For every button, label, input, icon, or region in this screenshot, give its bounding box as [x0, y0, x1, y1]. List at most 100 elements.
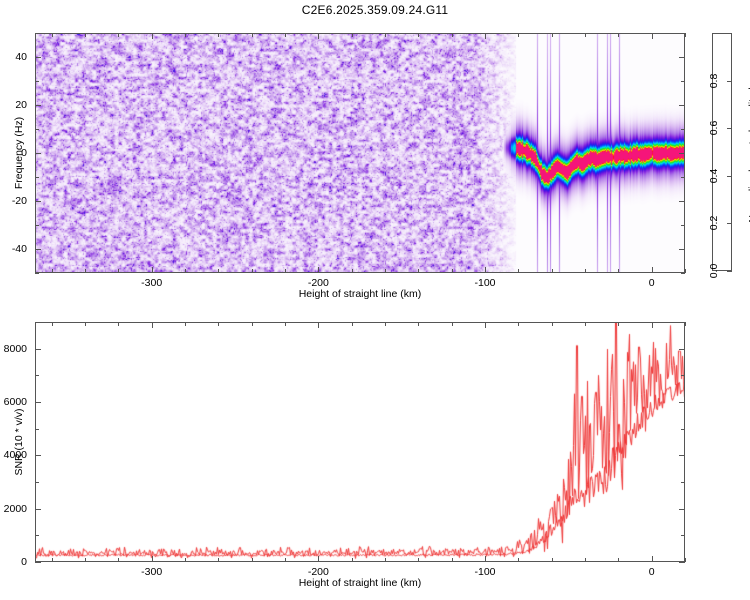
- y-major-tick: [35, 153, 41, 154]
- x-minor-tick: [218, 322, 220, 326]
- colorbar-group: [712, 33, 732, 271]
- x-minor-tick: [451, 33, 453, 37]
- y-minor-tick: [681, 428, 685, 430]
- x-minor-tick: [451, 269, 453, 273]
- x-tick-label: -300: [141, 566, 163, 578]
- x-minor-tick: [51, 33, 53, 37]
- x-minor-tick: [351, 33, 353, 37]
- x-minor-tick: [418, 322, 420, 326]
- x-minor-tick: [685, 269, 686, 273]
- x-minor-tick: [118, 558, 120, 562]
- y-major-tick: [35, 402, 41, 403]
- x-major-tick: [318, 267, 320, 273]
- y-minor-tick: [681, 129, 685, 130]
- x-major-tick: [485, 33, 486, 39]
- x-minor-tick: [351, 558, 353, 562]
- colorbar-tick-label: 0.2: [708, 216, 720, 231]
- x-minor-tick: [618, 33, 620, 37]
- y-major-tick: [35, 57, 41, 58]
- x-minor-tick: [185, 322, 186, 326]
- x-minor-tick: [185, 269, 186, 273]
- snr-y-axis-title: SNR (10 * v/v): [13, 408, 25, 476]
- x-minor-tick: [585, 33, 586, 37]
- y-tick-label: 40: [15, 51, 27, 63]
- x-major-tick: [651, 33, 653, 39]
- x-tick-label: -200: [307, 277, 329, 289]
- x-minor-tick: [551, 558, 553, 562]
- x-minor-tick: [251, 322, 253, 326]
- y-minor-tick: [681, 535, 685, 537]
- x-major-tick: [485, 556, 486, 562]
- x-minor-tick: [385, 269, 386, 273]
- y-minor-tick: [681, 33, 685, 34]
- x-tick-label: -100: [474, 566, 496, 578]
- y-minor-tick: [35, 225, 39, 226]
- y-major-tick: [35, 455, 41, 457]
- colorbar-tick-label: 0.0: [708, 263, 720, 279]
- y-major-tick: [35, 249, 41, 250]
- x-minor-tick: [85, 33, 86, 37]
- x-minor-tick: [218, 269, 220, 273]
- y-tick-label: 20: [15, 99, 27, 111]
- x-minor-tick: [385, 558, 386, 562]
- colorbar-tick-label: 0.8: [708, 73, 720, 88]
- x-tick-label: -100: [474, 277, 496, 289]
- x-major-tick: [485, 322, 486, 328]
- y-major-tick: [35, 562, 41, 563]
- y-minor-tick: [681, 81, 685, 82]
- x-minor-tick: [118, 322, 120, 326]
- x-minor-tick: [518, 33, 520, 37]
- x-minor-tick: [185, 33, 186, 37]
- x-major-tick: [651, 267, 653, 273]
- y-tick-label: 2000: [3, 502, 27, 515]
- x-tick-label: 0: [648, 566, 655, 578]
- x-minor-tick: [218, 33, 220, 37]
- colorbar-tick-label: 0.6: [708, 120, 720, 136]
- x-minor-tick: [51, 322, 53, 326]
- x-minor-tick: [385, 33, 386, 37]
- y-major-tick: [679, 57, 685, 58]
- x-minor-tick: [251, 33, 253, 37]
- x-minor-tick: [618, 269, 620, 273]
- colorbar-tick: [727, 175, 732, 177]
- x-minor-tick: [251, 558, 253, 562]
- y-minor-tick: [35, 482, 39, 483]
- y-tick-label: -20: [11, 195, 27, 207]
- spectrogram-image: [36, 34, 684, 272]
- y-minor-tick: [35, 428, 39, 430]
- x-minor-tick: [118, 269, 120, 273]
- y-major-tick: [679, 348, 685, 350]
- y-minor-tick: [681, 322, 685, 323]
- x-minor-tick: [585, 322, 586, 326]
- snr-trace: [36, 323, 684, 561]
- y-tick-label: -40: [11, 243, 27, 255]
- x-minor-tick: [451, 322, 453, 326]
- x-minor-tick: [551, 322, 553, 326]
- y-minor-tick: [35, 81, 39, 82]
- x-minor-tick: [685, 558, 686, 562]
- colorbar-tick: [727, 223, 732, 225]
- y-minor-tick: [681, 482, 685, 483]
- y-major-tick: [679, 562, 685, 563]
- y-minor-tick: [681, 177, 685, 178]
- y-minor-tick: [35, 177, 39, 178]
- x-minor-tick: [285, 558, 286, 562]
- y-minor-tick: [35, 273, 39, 274]
- y-major-tick: [35, 201, 41, 202]
- x-minor-tick: [551, 33, 553, 37]
- y-major-tick: [679, 508, 685, 510]
- x-major-tick: [651, 322, 653, 328]
- x-minor-tick: [518, 558, 520, 562]
- x-minor-tick: [551, 269, 553, 273]
- x-major-tick: [318, 322, 320, 328]
- y-minor-tick: [681, 225, 685, 226]
- colorbar-tick-label: 0.4: [708, 168, 720, 184]
- x-major-tick: [651, 556, 653, 562]
- x-minor-tick: [218, 558, 220, 562]
- y-minor-tick: [35, 535, 39, 537]
- x-tick-label: 0: [648, 277, 655, 289]
- y-major-tick: [35, 348, 41, 350]
- colorbar-gradient: [712, 33, 732, 271]
- snr-axes: [35, 322, 685, 562]
